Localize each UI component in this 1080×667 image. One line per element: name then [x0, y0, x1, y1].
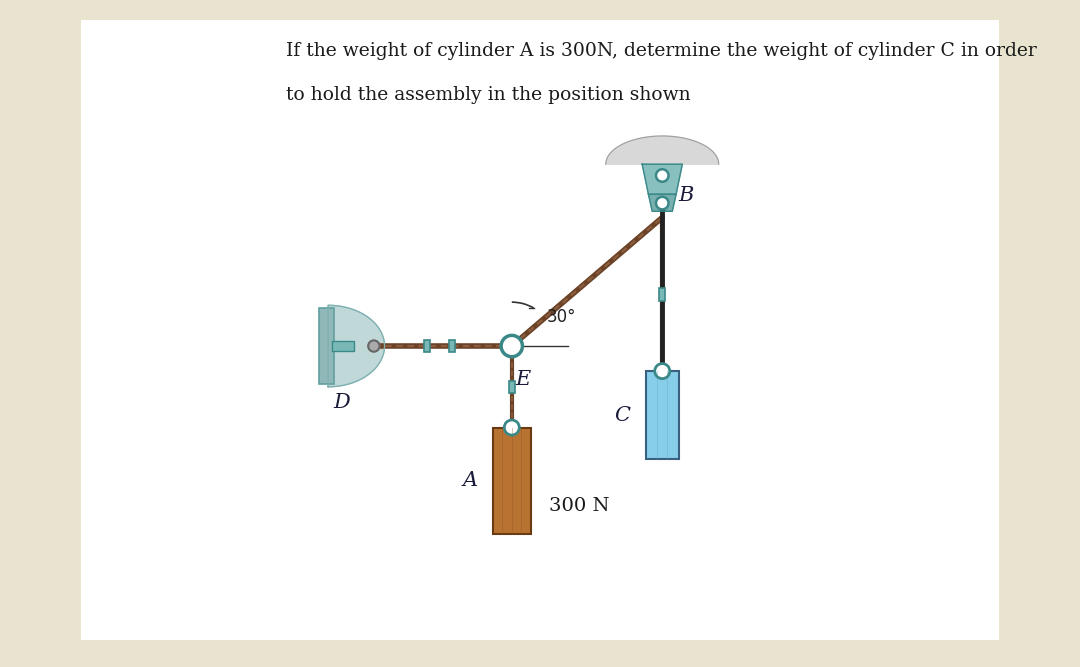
Bar: [509, 380, 514, 393]
Text: D: D: [333, 393, 350, 412]
Polygon shape: [648, 194, 676, 211]
Bar: [332, 341, 354, 351]
Text: E: E: [515, 370, 530, 389]
Circle shape: [504, 420, 519, 435]
Circle shape: [656, 197, 669, 209]
Text: C: C: [615, 406, 631, 424]
Circle shape: [656, 169, 669, 182]
Polygon shape: [606, 136, 718, 164]
Text: A: A: [462, 472, 477, 490]
Text: 30°: 30°: [546, 308, 576, 326]
Bar: [660, 288, 665, 301]
Bar: [646, 371, 678, 459]
Text: to hold the assembly in the position shown: to hold the assembly in the position sho…: [286, 86, 691, 104]
Text: B: B: [678, 186, 693, 205]
Polygon shape: [328, 305, 384, 387]
Bar: [320, 308, 335, 384]
Bar: [492, 428, 530, 534]
Text: 300 N: 300 N: [550, 497, 610, 515]
Bar: [449, 340, 456, 352]
Circle shape: [501, 336, 523, 357]
Text: If the weight of cylinder A is 300N, determine the weight of cylinder C in order: If the weight of cylinder A is 300N, det…: [286, 42, 1037, 60]
Bar: [424, 340, 430, 352]
Circle shape: [654, 364, 670, 379]
Polygon shape: [643, 164, 683, 194]
Circle shape: [368, 340, 379, 352]
